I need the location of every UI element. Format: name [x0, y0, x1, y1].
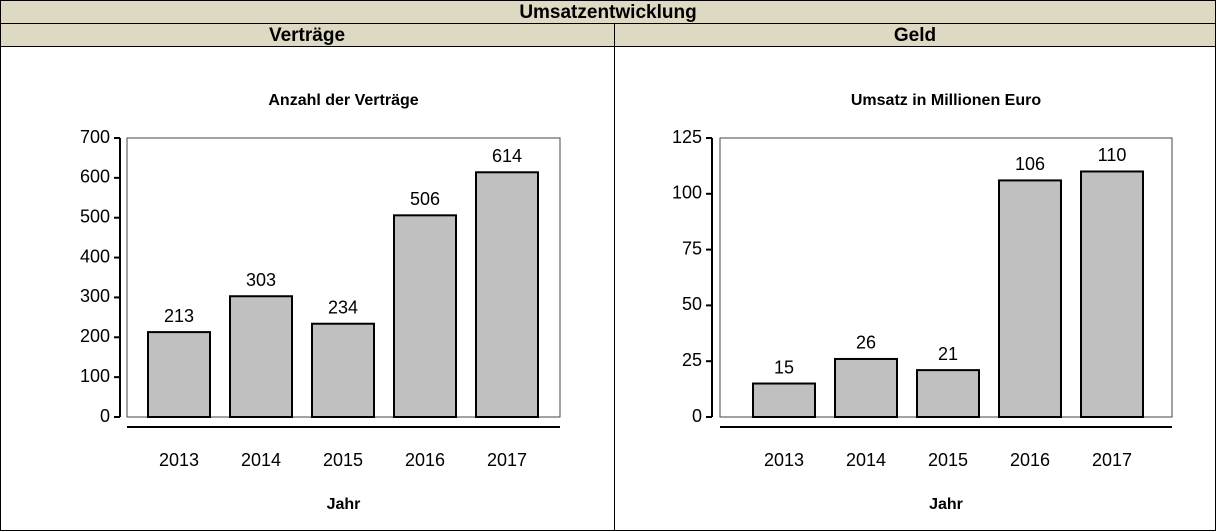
value-label: 106	[1015, 154, 1045, 174]
y-tick-label: 0	[692, 406, 702, 426]
y-tick-label: 50	[682, 294, 702, 314]
x-tick-label: 2014	[241, 450, 281, 470]
x-tick-label: 2015	[928, 450, 968, 470]
value-label: 303	[246, 270, 276, 290]
x-tick-label: 2016	[405, 450, 445, 470]
y-tick-label: 100	[80, 366, 110, 386]
value-label: 110	[1098, 145, 1127, 165]
bar	[229, 295, 293, 418]
column-header: Verträge	[269, 25, 345, 46]
x-tick-label: 2017	[487, 450, 527, 470]
x-tick-label: 2017	[1092, 450, 1132, 470]
y-tick-label: 500	[80, 206, 110, 226]
x-tick-label: 2016	[1010, 450, 1050, 470]
x-tick-label: 2014	[846, 450, 886, 470]
value-label: 234	[328, 297, 358, 317]
y-tick-label: 300	[80, 286, 110, 306]
value-label: 26	[856, 333, 876, 353]
chart-title: Anzahl der Verträge	[268, 92, 418, 109]
y-tick-label: 400	[80, 246, 110, 266]
bar	[916, 369, 980, 418]
y-tick-label: 125	[672, 127, 702, 147]
bar	[393, 214, 457, 418]
value-label: 15	[774, 357, 794, 377]
y-tick-label: 0	[100, 406, 110, 426]
x-axis-label: Jahr	[929, 496, 963, 513]
chart-title: Umsatz in Millionen Euro	[851, 92, 1041, 109]
bar	[752, 382, 816, 418]
bar	[998, 179, 1062, 418]
x-tick-label: 2013	[159, 450, 199, 470]
bar	[311, 322, 375, 418]
value-label: 21	[938, 344, 958, 364]
table-title: Umsatzentwicklung	[519, 2, 696, 23]
x-axis-label: Jahr	[327, 496, 361, 513]
bar	[834, 357, 898, 418]
y-tick-label: 75	[682, 238, 702, 258]
header-row	[0, 23, 1216, 47]
y-tick-label: 700	[80, 127, 110, 147]
value-label: 614	[492, 146, 522, 166]
y-tick-label: 200	[80, 326, 110, 346]
value-label: 213	[164, 306, 194, 326]
bar	[475, 171, 539, 418]
y-tick-label: 100	[672, 183, 702, 203]
x-tick-label: 2013	[764, 450, 804, 470]
value-label: 506	[410, 189, 440, 209]
bar	[1080, 170, 1144, 418]
y-tick-label: 600	[80, 167, 110, 187]
x-tick-label: 2015	[323, 450, 363, 470]
bar	[147, 331, 211, 418]
column-header: Geld	[894, 25, 936, 46]
y-tick-label: 25	[682, 350, 702, 370]
